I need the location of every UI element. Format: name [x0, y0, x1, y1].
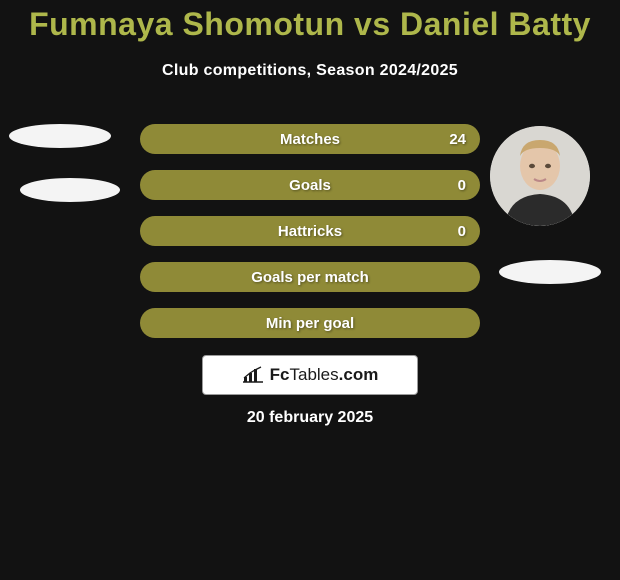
stat-bar-value: 24 [449, 124, 466, 154]
stat-bar-label: Goals per match [140, 262, 480, 292]
stat-bar-label: Hattricks [140, 216, 480, 246]
stat-bar: Goals per match [140, 262, 480, 292]
stat-bar-label: Min per goal [140, 308, 480, 338]
stat-bar-value: 0 [458, 216, 466, 246]
logo-part-a: Fc [270, 365, 290, 384]
stat-bar: Hattricks0 [140, 216, 480, 246]
comparison-bars: Matches24Goals0Hattricks0Goals per match… [140, 124, 480, 354]
stat-bar: Min per goal [140, 308, 480, 338]
stat-bar: Goals0 [140, 170, 480, 200]
player2-avatar [490, 126, 590, 226]
logo-part-b: Tables [290, 365, 339, 384]
page-subtitle: Club competitions, Season 2024/2025 [0, 62, 620, 80]
player-silhouette-icon [490, 126, 590, 226]
bar-chart-icon [242, 366, 264, 384]
logo-part-c: .com [339, 365, 379, 384]
player1-stat-pill [20, 178, 120, 202]
stat-bar: Matches24 [140, 124, 480, 154]
stat-bar-value: 0 [458, 170, 466, 200]
player1-name-pill [9, 124, 111, 148]
page-title: Fumnaya Shomotun vs Daniel Batty [0, 6, 620, 43]
fctables-logo: FcTables.com [202, 355, 418, 395]
date-label: 20 february 2025 [0, 409, 620, 427]
stat-bar-label: Goals [140, 170, 480, 200]
stat-bar-label: Matches [140, 124, 480, 154]
player2-name-pill [499, 260, 601, 284]
logo-text: FcTables.com [270, 365, 379, 385]
